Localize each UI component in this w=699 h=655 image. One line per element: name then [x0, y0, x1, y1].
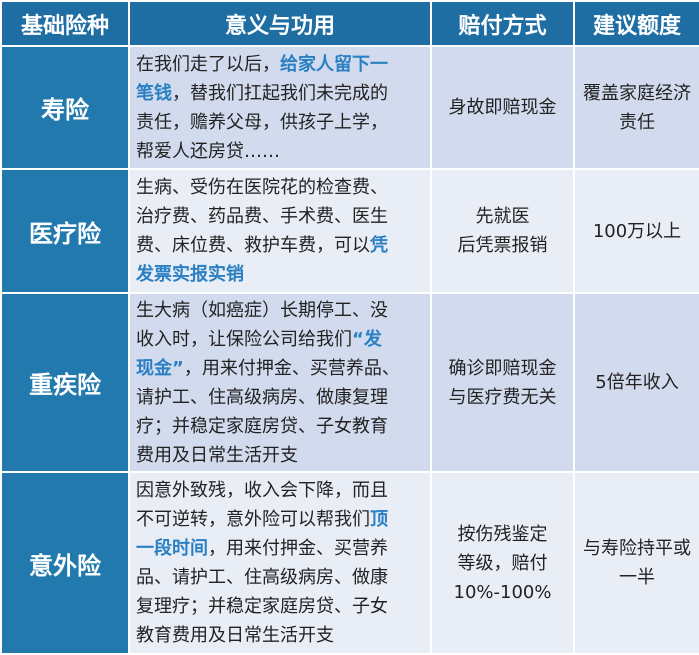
text-segment: 帮爱人还房贷…… — [136, 140, 280, 162]
payout-cell: 确诊即赔现金 与医疗费无关 — [430, 292, 575, 473]
text-segment: 治疗费、药品费、手术费、医生 — [136, 206, 388, 227]
meaning-line: 生病、受伤在医院花的检查费、 — [136, 173, 426, 202]
amount-line: 与寿险持平或 — [583, 538, 691, 559]
text-segment: ，用来付押金、买营养品、 — [183, 357, 400, 379]
amount-line: 5倍年收入 — [595, 372, 679, 393]
payout-cell: 先就医 后凭票报销 — [430, 168, 575, 294]
insurance-type: 寿险 — [0, 45, 130, 170]
meaning-cell: 在我们走了以后，给家人留下一 笔钱，替我们扛起我们未完成的 责任，赡养父母，供孩子上… — [128, 45, 432, 170]
table-row: 意外险 因意外致残，收入会下降，而且 不可逆转，意外险可以帮我们顶 一段时间，用来付押… — [0, 471, 699, 655]
text-segment: 不可逆转，意外险可以帮我们 — [136, 509, 370, 530]
amount-cell: 100万以上 — [573, 168, 699, 294]
payout-line: 先就医 — [475, 206, 530, 227]
text-segment: 因意外致残，收入会下降，而且 — [136, 480, 388, 501]
meaning-line: 请护工、住高级病房、做康复理 — [136, 383, 426, 412]
amount-line: 责任 — [619, 111, 655, 133]
payout-line: 10%-100% — [453, 581, 552, 603]
highlight-text: 一段时间 — [136, 538, 208, 559]
amount-cell: 与寿险持平或 一半 — [573, 471, 699, 655]
payout-cell: 按伤残鉴定等级，赔付 10%-100% — [430, 471, 575, 655]
text-segment: 收入时，让保险公司给我们 — [136, 328, 352, 350]
meaning-line: 一段时间，用来付押金、买营养 — [136, 534, 426, 563]
meaning-line: 治疗费、药品费、手术费、医生 — [136, 202, 426, 231]
meaning-line: 收入时，让保险公司给我们“发 — [136, 325, 426, 354]
payout-line: 后凭票报销 — [457, 235, 548, 256]
text-segment: ，用来付押金、买营养 — [208, 538, 388, 559]
meaning-line: 帮爱人还房贷…… — [136, 137, 426, 166]
text-segment: 费用及日常生活开支 — [136, 444, 298, 466]
meaning-line: 发票实报实销 — [136, 260, 426, 289]
text-segment: 生大病（如癌症）长期停工、没 — [136, 299, 388, 321]
payout-line: 按伤残鉴定 — [457, 523, 548, 545]
amount-line: 覆盖家庭经济 — [583, 82, 691, 104]
payout-line: 确诊即赔现金 — [448, 357, 557, 379]
meaning-cell: 因意外致残，收入会下降，而且 不可逆转，意外险可以帮我们顶 一段时间，用来付押金、买… — [128, 471, 432, 655]
payout-line: 等级，赔付 — [457, 552, 548, 574]
header-row: 基础险种 意义与功用 赔付方式 建议额度 — [0, 0, 699, 47]
meaning-line: 教育费用及日常生活开支 — [136, 621, 426, 650]
highlight-text: 现金” — [136, 357, 184, 379]
meaning-line: 笔钱，替我们扛起我们未完成的 — [136, 79, 426, 108]
text-segment: ，替我们扛起我们未完成的 — [172, 82, 388, 104]
insurance-type: 意外险 — [0, 471, 130, 655]
text-segment: 复理疗；并稳定家庭房贷、子女 — [136, 596, 388, 617]
text-segment: 生病、受伤在医院花的检查费、 — [136, 177, 388, 198]
text-segment: 责任，赡养父母，供孩子上学， — [136, 111, 388, 133]
text-segment: 教育费用及日常生活开支 — [136, 625, 334, 646]
meaning-line: 生大病（如癌症）长期停工、没 — [136, 296, 426, 325]
amount-line: 一半 — [619, 567, 655, 588]
highlight-text: 凭 — [370, 235, 388, 256]
header-type: 基础险种 — [0, 0, 130, 47]
meaning-cell: 生病、受伤在医院花的检查费、 治疗费、药品费、手术费、医生 费、床位费、救护车费，可… — [128, 168, 432, 294]
header-payout: 赔付方式 — [430, 0, 575, 47]
amount-cell: 5倍年收入 — [573, 292, 699, 473]
text-segment: 请护工、住高级病房、做康复理 — [136, 386, 388, 408]
amount-line: 100万以上 — [592, 220, 682, 242]
meaning-line: 疗；并稳定家庭房贷、子女教育 — [136, 412, 426, 441]
text-segment: 疗；并稳定家庭房贷、子女教育 — [136, 415, 388, 437]
table-row: 医疗险 生病、受伤在医院花的检查费、 治疗费、药品费、手术费、医生 费、床位费、救护车… — [0, 168, 699, 294]
meaning-line: 责任，赡养父母，供孩子上学， — [136, 108, 426, 137]
payout-line: 与医疗费无关 — [448, 386, 557, 408]
table-row: 寿险 在我们走了以后，给家人留下一 笔钱，替我们扛起我们未完成的 责任，赡养父母，供孩… — [0, 45, 699, 170]
text-segment: 在我们走了以后， — [136, 53, 280, 75]
meaning-line: 在我们走了以后，给家人留下一 — [136, 50, 426, 79]
meaning-line: 不可逆转，意外险可以帮我们顶 — [136, 505, 426, 534]
text-segment: 费、床位费、救护车费，可以 — [136, 235, 370, 256]
meaning-line: 现金”，用来付押金、买营养品、 — [136, 354, 426, 383]
text-segment: 品、请护工、住高级病房、做康 — [136, 567, 388, 588]
highlight-text: 给家人留下一 — [280, 53, 388, 75]
meaning-line: 费、床位费、救护车费，可以凭 — [136, 231, 426, 260]
meaning-line: 品、请护工、住高级病房、做康 — [136, 563, 426, 592]
highlight-text: “发 — [352, 328, 382, 350]
insurance-type: 医疗险 — [0, 168, 130, 294]
highlight-text: 发票实报实销 — [136, 264, 244, 285]
payout-line: 身故即赔现金 — [448, 97, 557, 118]
highlight-text: 笔钱 — [136, 82, 172, 104]
meaning-line: 因意外致残，收入会下降，而且 — [136, 476, 426, 505]
header-amount: 建议额度 — [573, 0, 699, 47]
meaning-line: 复理疗；并稳定家庭房贷、子女 — [136, 592, 426, 621]
payout-cell: 身故即赔现金 — [430, 45, 575, 170]
amount-cell: 覆盖家庭经济 责任 — [573, 45, 699, 170]
insurance-type: 重疾险 — [0, 292, 130, 473]
meaning-cell: 生大病（如癌症）长期停工、没 收入时，让保险公司给我们“发 现金”，用来付押金、买营… — [128, 292, 432, 473]
table-row: 重疾险 生大病（如癌症）长期停工、没 收入时，让保险公司给我们“发 现金”，用来付押金… — [0, 292, 699, 473]
meaning-line: 费用及日常生活开支 — [136, 441, 426, 470]
highlight-text: 顶 — [370, 509, 388, 530]
header-meaning: 意义与功用 — [128, 0, 432, 47]
